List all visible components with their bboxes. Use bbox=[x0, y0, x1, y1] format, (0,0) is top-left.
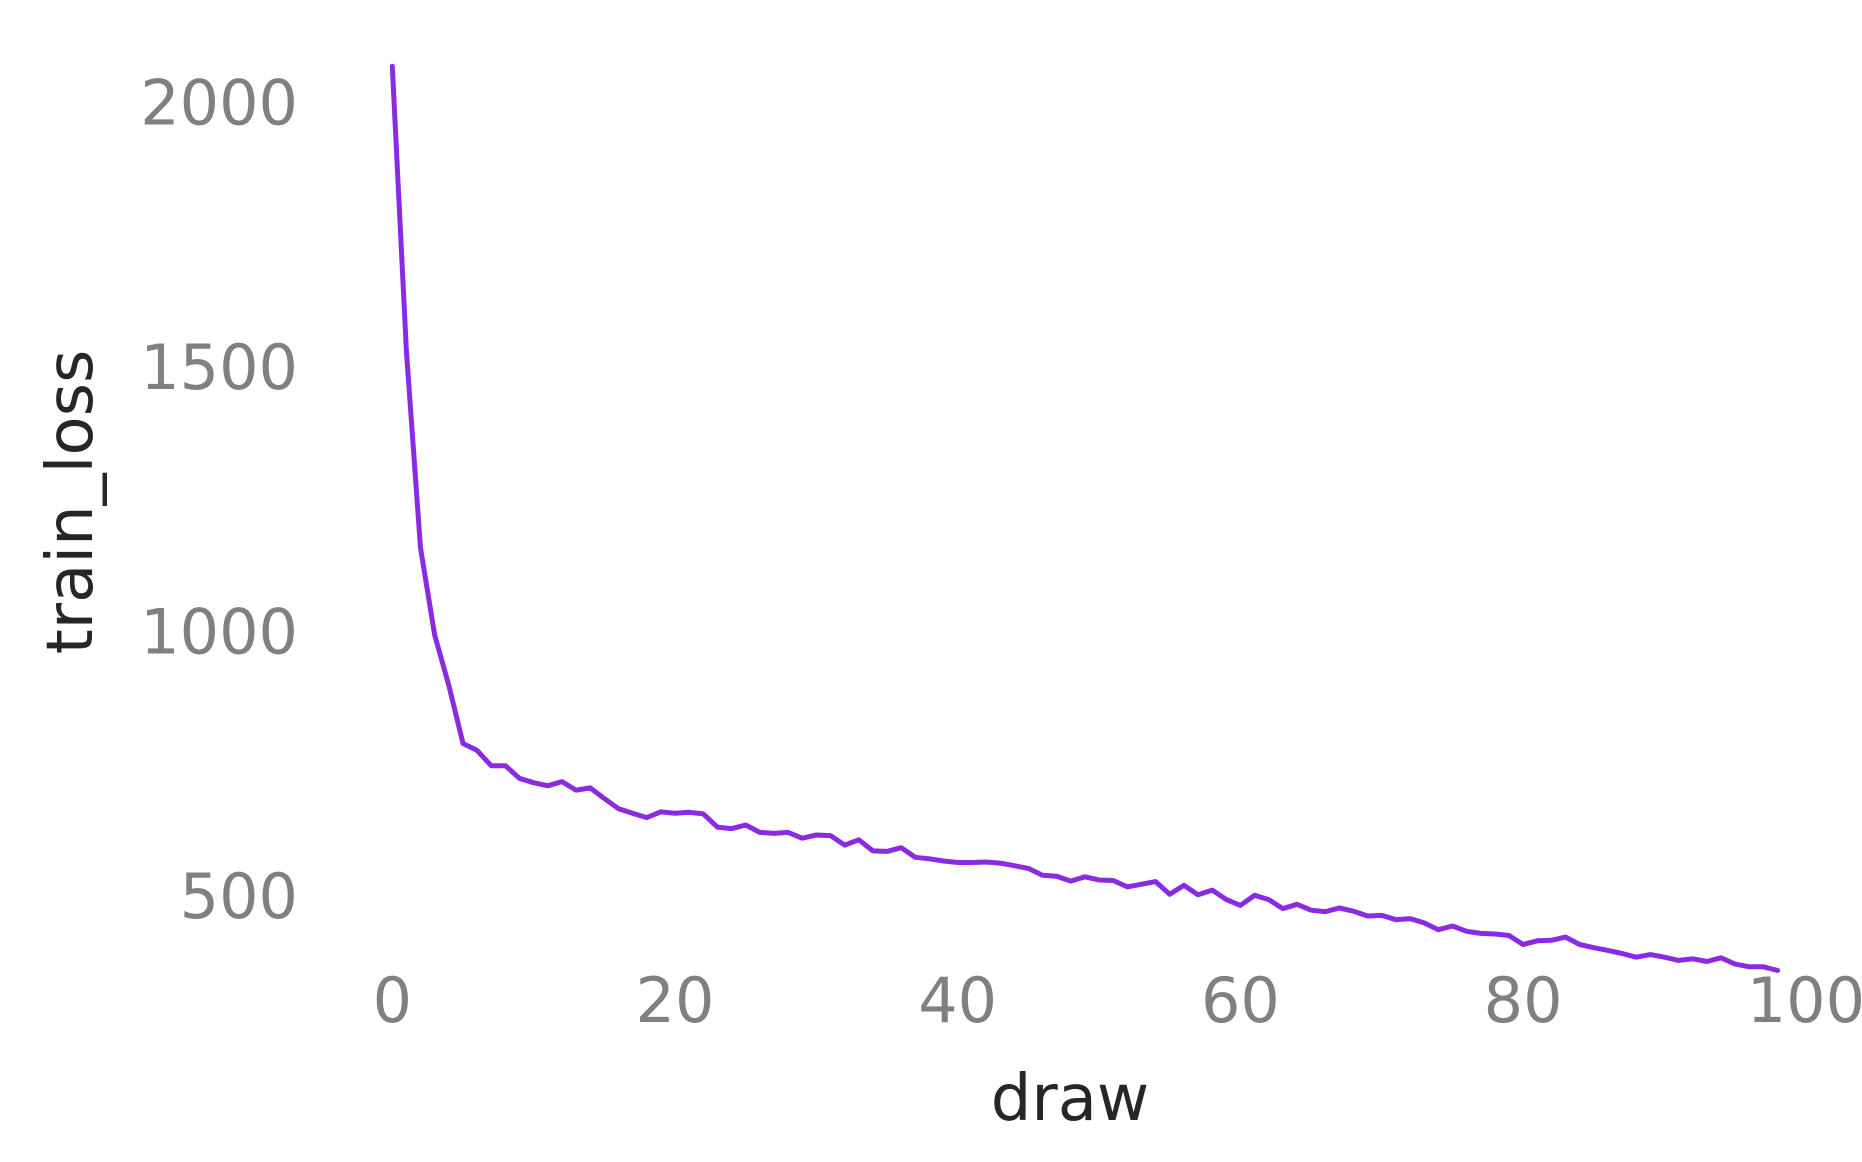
y-tick-label: 500 bbox=[180, 860, 298, 933]
x-tick-label: 80 bbox=[1484, 964, 1563, 1037]
x-tick-label: 0 bbox=[373, 964, 412, 1037]
y-tick-label: 1500 bbox=[140, 331, 298, 404]
y-axis-ticks: 500 1000 1500 2000 bbox=[140, 66, 298, 933]
x-tick-label: 40 bbox=[918, 964, 997, 1037]
x-axis-ticks: 0 20 40 60 80 100 bbox=[373, 964, 1862, 1037]
x-tick-label: 100 bbox=[1747, 964, 1862, 1037]
series-line bbox=[389, 63, 1781, 973]
plot-area bbox=[389, 63, 1781, 973]
y-tick-label: 1000 bbox=[140, 595, 298, 668]
y-axis-label: train_loss bbox=[34, 350, 108, 655]
x-tick-label: 20 bbox=[636, 964, 715, 1037]
y-tick-label: 2000 bbox=[140, 66, 298, 139]
x-axis-label: draw bbox=[991, 1062, 1150, 1136]
x-tick-label: 60 bbox=[1201, 964, 1280, 1037]
